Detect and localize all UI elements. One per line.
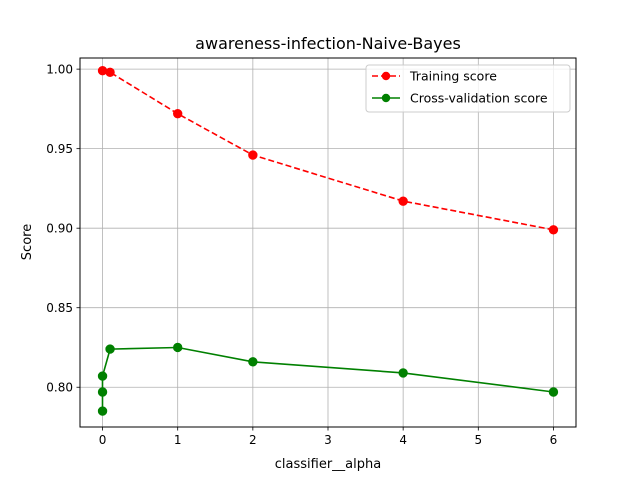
y-tick-label: 0.90 <box>46 222 73 236</box>
cross-validation-score-point <box>97 406 108 416</box>
y-axis-label: Score <box>20 224 35 260</box>
legend-training-score-marker <box>381 71 391 81</box>
training-score-line <box>102 69 554 231</box>
axis-ticks: 0 1 2 3 4 5 6 0.80 0.85 0.90 0.95 1.00 <box>46 63 557 447</box>
y-tick-label: 0.80 <box>46 381 73 395</box>
training-score-point <box>172 108 183 119</box>
x-tick-label: 5 <box>474 433 482 447</box>
x-tick-label: 2 <box>249 433 257 447</box>
training-score-point <box>97 66 108 76</box>
training-score-point <box>398 196 408 206</box>
chart-title: awareness-infection-Naive-Bayes <box>195 34 461 53</box>
x-tick-label: 4 <box>399 433 407 447</box>
cross-validation-score-point <box>105 344 115 354</box>
x-tick-label: 0 <box>99 433 107 447</box>
training-score-point <box>248 150 258 160</box>
plot-frame <box>79 57 577 428</box>
legend: Training score Cross-validation score <box>365 64 571 113</box>
cross-validation-score-point <box>97 371 108 381</box>
training-score-point <box>105 67 115 78</box>
grid <box>80 58 576 427</box>
y-tick-label: 0.85 <box>46 301 73 315</box>
x-axis-label: classifier__alpha <box>275 457 381 472</box>
y-tick-label: 0.95 <box>46 142 73 156</box>
y-tick-label: 1.00 <box>46 63 73 77</box>
cross-validation-score-point <box>97 387 108 397</box>
cross-validation-score-point <box>172 342 183 353</box>
cross-validation-score-point <box>248 357 258 367</box>
x-tick-label: 6 <box>550 433 558 447</box>
cross-validation-score-point <box>548 387 559 397</box>
series-group <box>97 66 559 416</box>
legend-cross-validation-score-marker <box>381 93 391 103</box>
legend-cross-validation-score-label: Cross-validation score <box>410 91 548 106</box>
legend-box <box>365 64 571 113</box>
training-score-point <box>548 225 559 235</box>
cross-validation-score-point <box>398 368 408 378</box>
legend-training-score-label: Training score <box>409 69 497 84</box>
x-tick-label: 1 <box>174 433 182 447</box>
x-tick-label: 3 <box>324 433 332 447</box>
